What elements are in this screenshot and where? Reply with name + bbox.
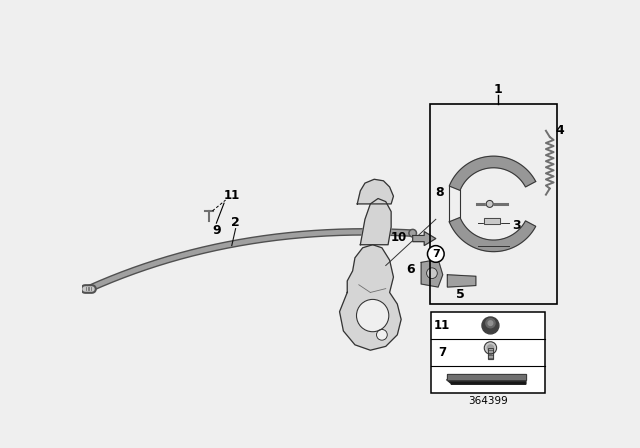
Polygon shape <box>340 245 401 350</box>
Text: 3: 3 <box>513 219 521 232</box>
Polygon shape <box>357 179 394 204</box>
Text: 9: 9 <box>212 224 221 237</box>
Text: 10: 10 <box>390 231 406 244</box>
Text: 7: 7 <box>432 249 440 259</box>
Circle shape <box>410 231 415 236</box>
Circle shape <box>482 317 499 334</box>
Bar <box>484 218 500 224</box>
Polygon shape <box>449 156 536 190</box>
Polygon shape <box>413 232 436 246</box>
Text: 4: 4 <box>556 124 564 137</box>
Polygon shape <box>449 217 536 252</box>
Bar <box>429 104 557 304</box>
Text: 11: 11 <box>434 319 450 332</box>
Text: 6: 6 <box>406 263 415 276</box>
Circle shape <box>488 321 493 325</box>
Text: 2: 2 <box>231 216 240 229</box>
Circle shape <box>487 345 493 351</box>
Text: 8: 8 <box>435 186 444 199</box>
Bar <box>484 218 500 224</box>
Text: 7: 7 <box>438 346 446 359</box>
Circle shape <box>427 268 437 279</box>
Text: 5: 5 <box>456 288 465 301</box>
Polygon shape <box>447 374 526 379</box>
Polygon shape <box>447 379 526 384</box>
Circle shape <box>484 342 497 354</box>
Text: 364399: 364399 <box>468 396 508 406</box>
Bar <box>488 348 493 359</box>
Polygon shape <box>421 259 443 287</box>
Bar <box>431 312 545 392</box>
Polygon shape <box>360 198 391 245</box>
Circle shape <box>409 229 417 237</box>
Circle shape <box>356 299 389 332</box>
Circle shape <box>486 200 493 207</box>
Circle shape <box>486 319 495 328</box>
Circle shape <box>376 329 387 340</box>
Text: 1: 1 <box>494 83 502 96</box>
Polygon shape <box>447 275 476 287</box>
Text: 11: 11 <box>223 189 240 202</box>
Bar <box>488 348 493 359</box>
